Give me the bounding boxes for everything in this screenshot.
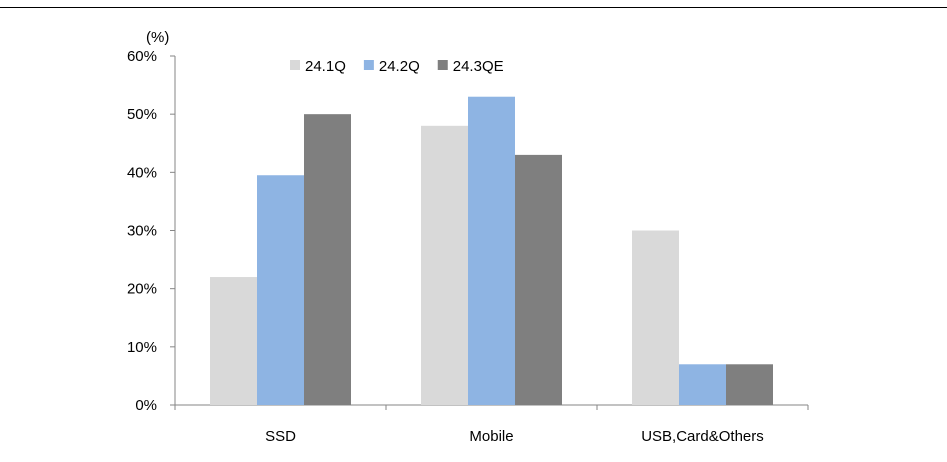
y-tick-label: 50% bbox=[127, 106, 157, 123]
legend-label: 24.2Q bbox=[379, 58, 420, 75]
y-axis-unit-label: (%) bbox=[146, 29, 169, 46]
bar-24.1Q-SSD bbox=[210, 277, 257, 405]
x-tick-label: SSD bbox=[265, 428, 296, 445]
bars bbox=[210, 96, 773, 406]
top-rule bbox=[0, 7, 947, 8]
y-tick-label: 10% bbox=[127, 339, 157, 356]
legend-swatch bbox=[290, 60, 300, 70]
x-tick-labels: SSD Mobile USB,Card&Others bbox=[265, 428, 764, 445]
x-tick-label: Mobile bbox=[469, 428, 513, 445]
legend-label: 24.3QE bbox=[453, 58, 504, 75]
y-tick-label: 0% bbox=[135, 397, 157, 414]
y-tick-label: 30% bbox=[127, 223, 157, 240]
bar-24.2Q-SSD bbox=[257, 175, 304, 405]
bar-24.1Q-Mobile bbox=[421, 125, 468, 406]
bar-24.2Q-Mobile bbox=[468, 96, 515, 405]
legend: 24.1Q 24.2Q 24.3QE bbox=[290, 58, 504, 75]
y-tick-labels: 0% 10% 20% 30% 40% 50% 60% bbox=[127, 48, 157, 414]
bar-24.1Q-USB,Card&Others bbox=[632, 230, 679, 405]
bar-24.3QE-SSD bbox=[304, 114, 351, 406]
bar-24.3QE-USB,Card&Others bbox=[726, 364, 773, 405]
legend-swatch bbox=[363, 60, 374, 70]
legend-swatch bbox=[437, 60, 448, 70]
bar-24.2Q-USB,Card&Others bbox=[679, 364, 726, 405]
legend-label: 24.1Q bbox=[305, 58, 346, 75]
y-tick-label: 20% bbox=[127, 281, 157, 298]
bar-24.3QE-Mobile bbox=[515, 154, 562, 405]
y-tick-label: 60% bbox=[127, 48, 157, 65]
y-tick-label: 40% bbox=[127, 164, 157, 181]
x-tick-label: USB,Card&Others bbox=[641, 428, 764, 445]
